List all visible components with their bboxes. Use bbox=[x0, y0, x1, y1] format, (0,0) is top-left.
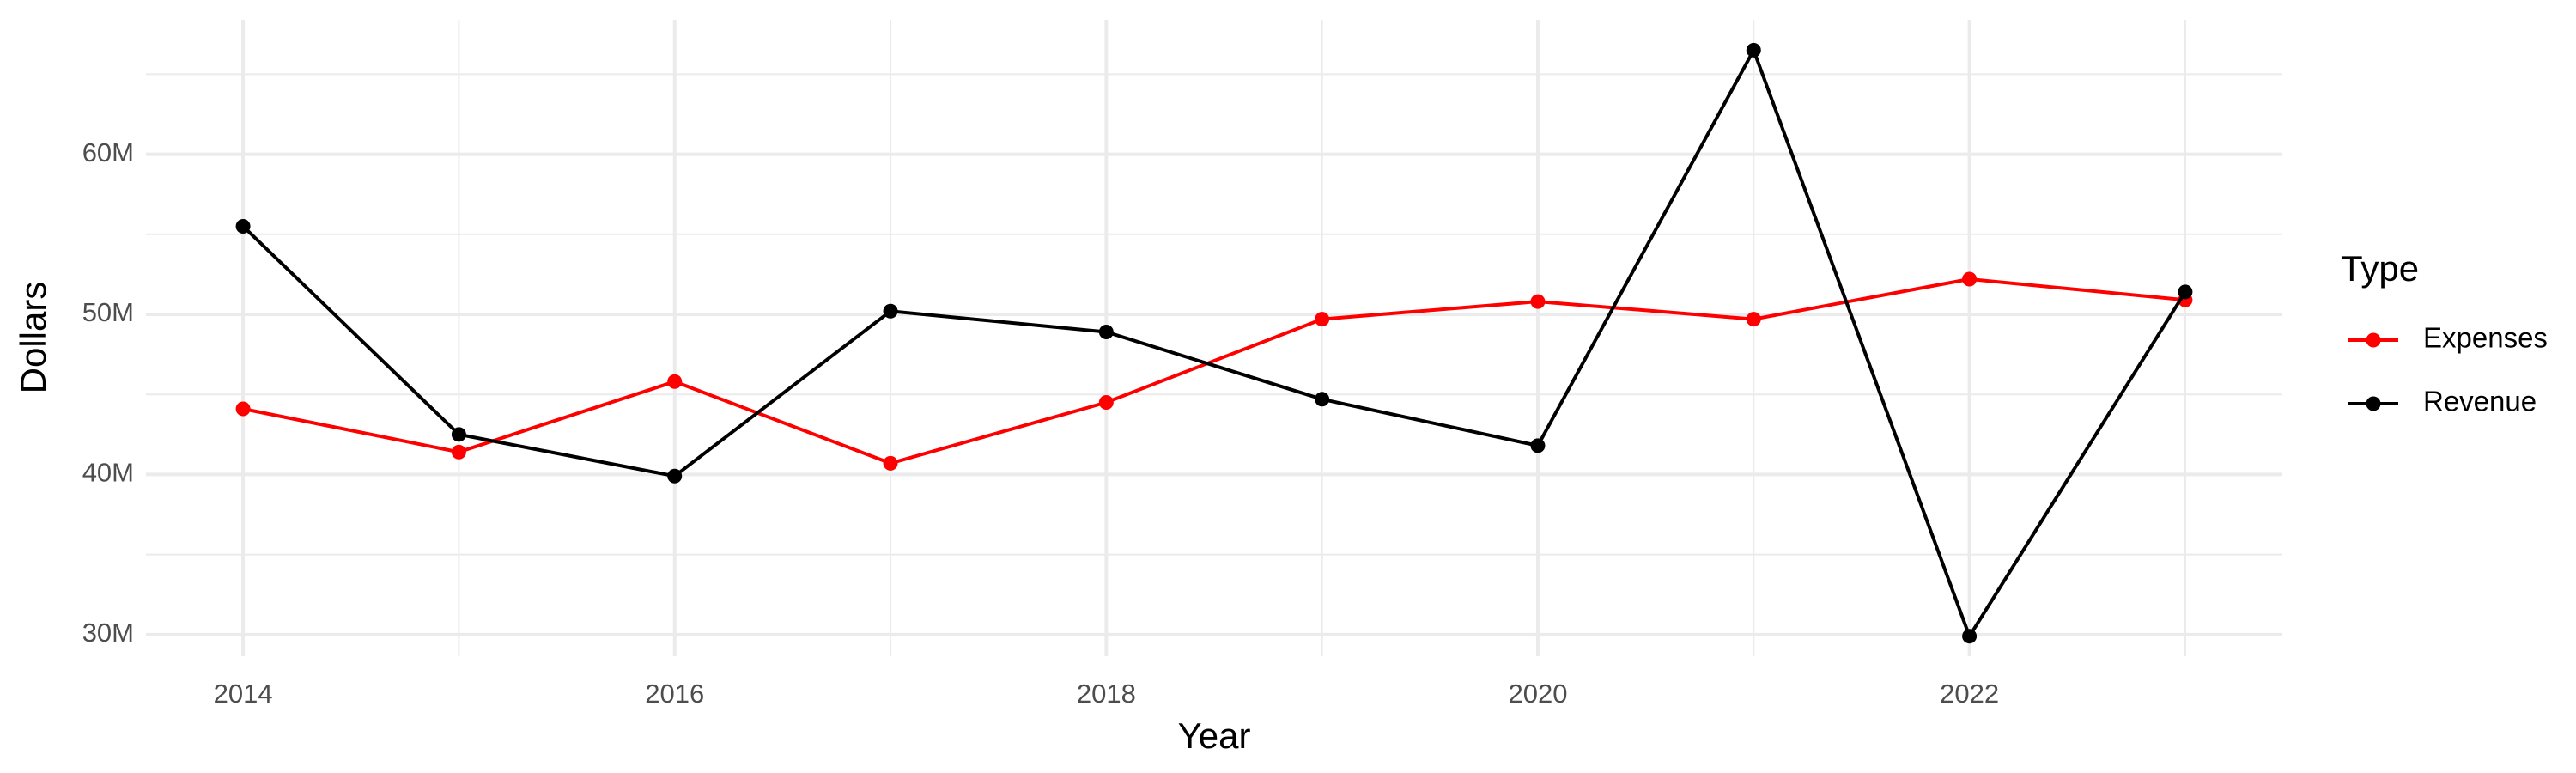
x-axis-title: Year bbox=[1178, 715, 1251, 756]
series-line bbox=[241, 46, 2187, 641]
data-point bbox=[667, 468, 683, 484]
legend-swatch-point bbox=[2366, 332, 2381, 348]
data-point bbox=[1746, 42, 1761, 58]
data-point bbox=[235, 218, 251, 234]
grid bbox=[146, 20, 2282, 656]
legend-label: Expenses bbox=[2423, 322, 2548, 354]
legend-swatch-point bbox=[2366, 396, 2381, 411]
y-tick-label: 50M bbox=[82, 297, 134, 327]
data-point bbox=[451, 427, 466, 442]
x-tick-label: 2016 bbox=[645, 679, 704, 709]
data-point bbox=[1530, 294, 1546, 309]
y-tick-label: 30M bbox=[82, 618, 134, 648]
legend-item: Revenue bbox=[2348, 386, 2537, 417]
y-tick-label: 60M bbox=[82, 137, 134, 167]
legend-item: Expenses bbox=[2348, 322, 2548, 354]
legend-title: Type bbox=[2341, 248, 2419, 289]
data-point bbox=[883, 455, 898, 471]
y-tick-label: 40M bbox=[82, 458, 134, 488]
data-point bbox=[1315, 312, 1330, 327]
y-axis-title: Dollars bbox=[13, 282, 53, 394]
data-point bbox=[451, 444, 466, 460]
data-point bbox=[1962, 271, 1978, 287]
data-point bbox=[1962, 629, 1978, 644]
data-point bbox=[667, 374, 683, 389]
data-point bbox=[883, 303, 898, 319]
data-point bbox=[1098, 395, 1114, 411]
data-point bbox=[1746, 312, 1761, 327]
data-point bbox=[1315, 392, 1330, 407]
x-tick-label: 2018 bbox=[1077, 679, 1136, 709]
data-point bbox=[235, 401, 251, 417]
x-tick-label: 2014 bbox=[214, 679, 273, 709]
data-point bbox=[1098, 325, 1114, 340]
legend-label: Revenue bbox=[2423, 386, 2537, 417]
x-tick-label: 2020 bbox=[1508, 679, 1567, 709]
x-tick-label: 2022 bbox=[1940, 679, 1999, 709]
data-point bbox=[1530, 438, 1546, 453]
data-point bbox=[2178, 284, 2193, 300]
series-line bbox=[242, 277, 2186, 466]
